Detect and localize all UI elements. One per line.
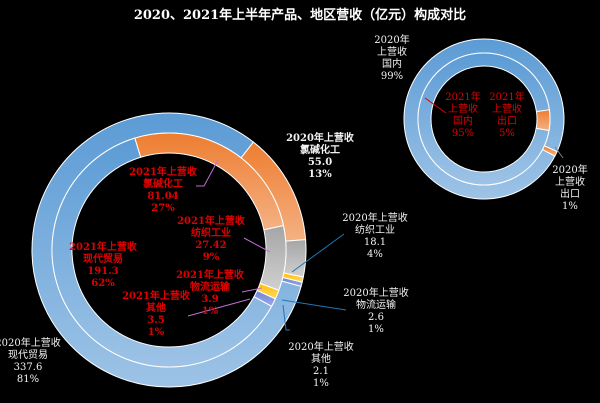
label-2021-modern-trade: 2021年上营收 现代贸易 191.3 62% bbox=[69, 242, 137, 289]
label-2020-logistics: 2020年上营收 物流运输 2.6 1% bbox=[343, 288, 409, 335]
product-donut bbox=[31, 112, 307, 388]
label-2021-domestic: 2021年 上营收 国内 95% bbox=[445, 92, 481, 139]
label-2020-export: 2020年 上营收 出口 1% bbox=[552, 165, 588, 212]
region-donut bbox=[403, 38, 565, 200]
label-2020-other: 2020年上营收 其他 2.1 1% bbox=[288, 342, 354, 389]
ring-2021-segment bbox=[51, 137, 273, 368]
label-2020-chlor-alkali: 2020年上营收 氯碱化工 55.0 13% bbox=[286, 133, 354, 180]
label-2021-chlor-alkali: 2021年上营收 氯碱化工 81.04 27% bbox=[129, 167, 197, 214]
label-2020-modern-trade: 2020年上营收 现代贸易 337.6 81% bbox=[0, 338, 61, 385]
ring-2021-segment bbox=[259, 225, 287, 291]
label-2021-logistics: 2021年上营收 物流运输 3.9 1% bbox=[176, 270, 244, 317]
label-2020-domestic: 2020年 上营收 国内 99% bbox=[374, 35, 410, 82]
leader-lines bbox=[187, 97, 564, 331]
ring-2021-region-segment bbox=[535, 109, 551, 132]
label-2021-export: 2021年 上营收 出口 5% bbox=[489, 92, 525, 139]
ring-2020-segment bbox=[283, 239, 307, 278]
chart-title: 2020、2021年上半年产品、地区营收（亿元）构成对比 bbox=[133, 8, 467, 23]
label-2020-textile: 2020年上营收 纺织工业 18.1 4% bbox=[342, 213, 408, 260]
ring-2021-region-segment bbox=[417, 52, 550, 186]
label-2021-textile: 2021年上营收 纺织工业 27.42 9% bbox=[177, 216, 245, 263]
label-2021-other: 2021年上营收 其他 3.5 1% bbox=[122, 291, 190, 338]
